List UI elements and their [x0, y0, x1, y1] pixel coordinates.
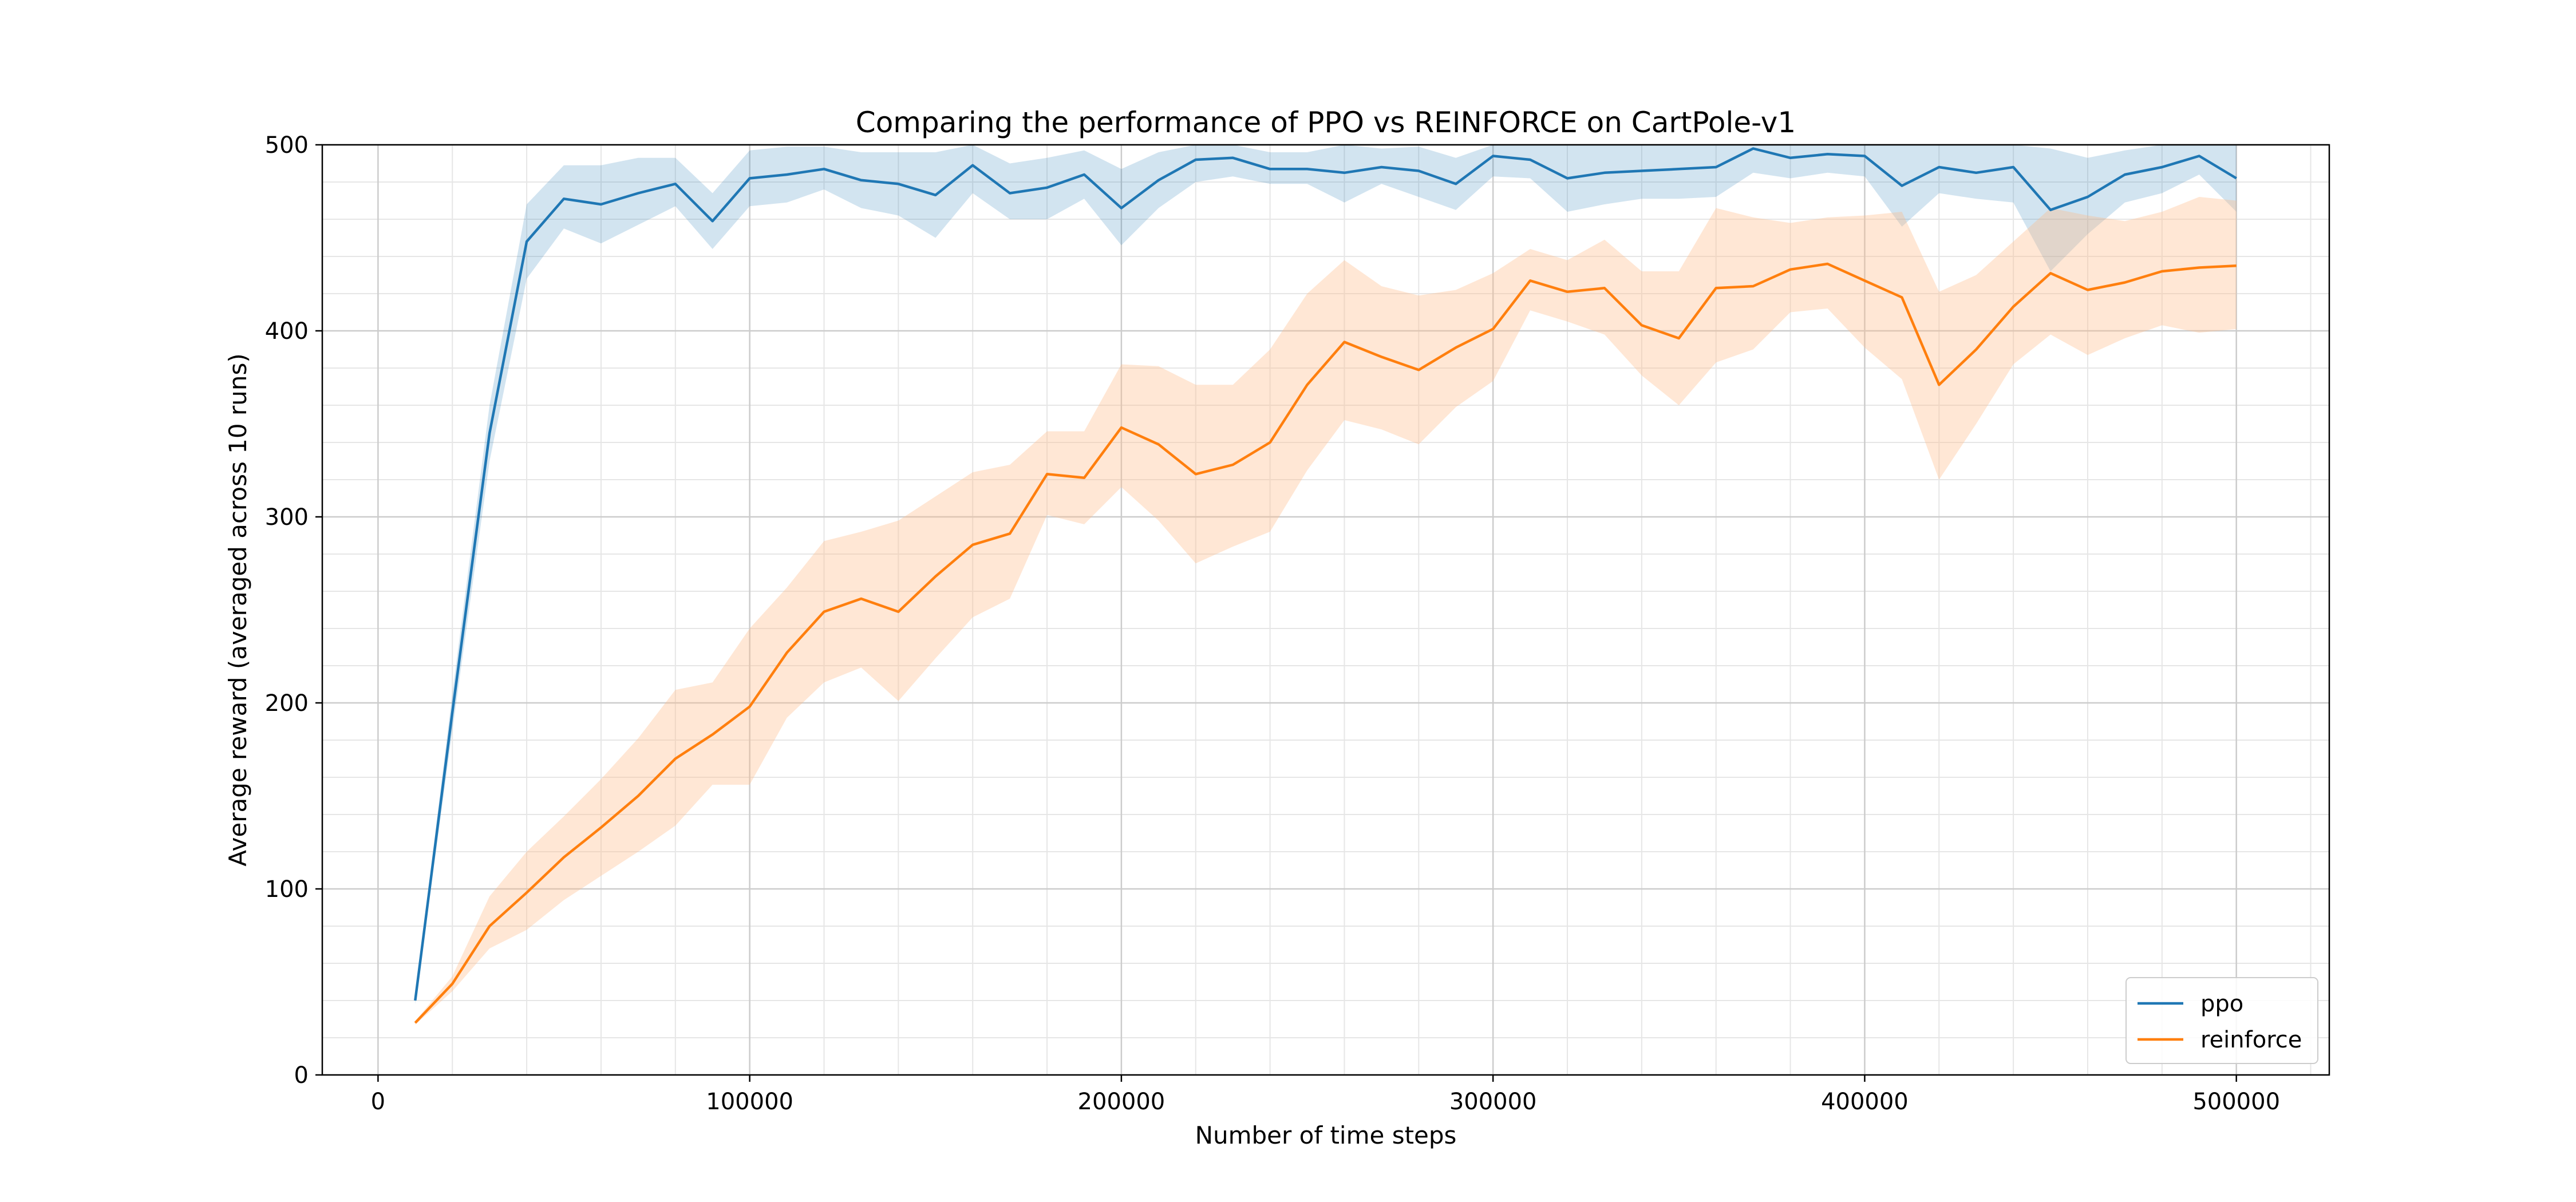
x-axis-label: Number of time steps: [1195, 1121, 1457, 1149]
x-tick-label: 100000: [706, 1089, 793, 1115]
y-tick-label: 0: [294, 1062, 309, 1089]
x-tick-label: 0: [371, 1089, 385, 1115]
x-tick-label: 300000: [1449, 1089, 1537, 1115]
y-tick-label: 300: [265, 504, 309, 531]
x-tick-label: 400000: [1821, 1089, 1909, 1115]
legend-label-ppo: ppo: [2200, 991, 2243, 1017]
y-tick-label: 200: [265, 690, 309, 717]
chart-title: Comparing the performance of PPO vs REIN…: [856, 106, 1796, 139]
band-ppo: [415, 145, 2237, 1005]
axes-frame: [321, 144, 2330, 1076]
legend: ppo reinforce: [2125, 977, 2318, 1064]
legend-box: [2125, 977, 2318, 1064]
y-tick-label: 400: [265, 318, 309, 345]
y-axis-label: Average reward (averaged across 10 runs): [224, 353, 252, 867]
legend-label-reinforce: reinforce: [2200, 1027, 2302, 1053]
series-line-ppo: [414, 147, 2237, 1001]
minor-grid: [322, 145, 2329, 1075]
series-line-reinforce: [414, 262, 2237, 1024]
y-tick-label: 100: [265, 876, 309, 903]
series-lines: [414, 147, 2237, 1024]
x-tick-label: 500000: [2192, 1089, 2280, 1115]
x-tick-label: 200000: [1078, 1089, 1165, 1115]
y-tick-label: 500: [265, 132, 309, 159]
axis-ticks: 0 100000 200000 300000 400000 500000 0 100 200 30…: [265, 132, 2280, 1115]
